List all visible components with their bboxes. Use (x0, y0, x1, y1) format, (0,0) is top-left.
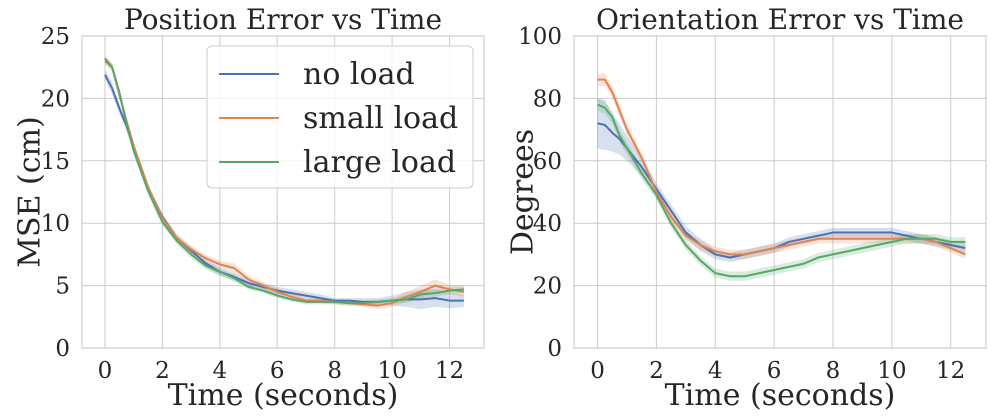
orientation-error-panel: 0 2 4 6 8 10 12 0 20 40 60 80 100 Orientation Error… (506, 3, 987, 413)
position-y-tick-label: 20 (41, 86, 70, 112)
orientation-y-tick-label: 40 (533, 211, 562, 237)
orientation-plot-frame (573, 35, 987, 349)
position-chart-title: Position Error vs Time (124, 3, 442, 36)
orientation-y-tick-label: 100 (518, 24, 562, 50)
position-x-tick-label: 12 (435, 358, 464, 384)
position-y-tick-label: 5 (55, 274, 70, 300)
position-x-tick-label: 2 (155, 358, 170, 384)
legend-frame (206, 45, 474, 189)
orientation-grid (574, 35, 986, 349)
legend-label-small-load: small load (303, 101, 458, 136)
orientation-y-tick-label: 20 (533, 274, 562, 300)
position-y-tick-label: 25 (41, 24, 70, 50)
position-y-axis-label: MSE (cm) (13, 116, 48, 267)
orientation-band-small-load (597, 73, 966, 260)
orientation-x-tick-label: 4 (708, 358, 723, 384)
position-x-tick-label: 10 (377, 358, 406, 384)
position-y-tick-label: 0 (55, 336, 70, 362)
position-error-panel: 0 2 4 6 8 10 12 0 5 10 15 20 25 Position Error vs T… (13, 3, 485, 413)
orientation-x-tick-label: 8 (826, 358, 841, 384)
orientation-x-tick-label: 12 (936, 358, 965, 384)
orientation-lines (597, 78, 966, 278)
orientation-x-tick-label: 6 (767, 358, 782, 384)
position-y-tick-label: 15 (41, 149, 70, 175)
orientation-y-ticks: 0 20 40 60 80 100 (518, 24, 562, 362)
orientation-x-axis-label: Time (seconds) (665, 378, 896, 413)
orientation-y-tick-label: 80 (533, 86, 562, 112)
position-x-tick-label: 4 (213, 358, 228, 384)
orientation-x-tick-label: 0 (590, 358, 605, 384)
orientation-x-tick-label: 2 (649, 358, 664, 384)
legend-label-large-load: large load (303, 145, 456, 180)
orientation-y-axis-label: Degrees (506, 129, 541, 255)
position-y-ticks: 0 5 10 15 20 25 (41, 24, 70, 362)
orientation-x-tick-label: 10 (877, 358, 906, 384)
orientation-y-tick-label: 60 (533, 149, 562, 175)
orientation-chart-title: Orientation Error vs Time (596, 3, 964, 36)
orientation-y-tick-label: 0 (547, 336, 562, 362)
legend: no load small load large load (206, 45, 474, 189)
position-lines (104, 57, 465, 307)
position-line-large-load (104, 57, 464, 305)
position-band-small-load (104, 57, 464, 310)
position-x-tick-label: 8 (327, 358, 342, 384)
position-x-axis-label: Time (seconds) (168, 378, 399, 413)
position-x-ticks: 0 2 4 6 8 10 12 (98, 358, 465, 384)
position-bands (104, 54, 464, 310)
orientation-x-ticks: 0 2 4 6 8 10 12 (590, 358, 965, 384)
position-plot-frame (81, 35, 485, 349)
position-x-tick-label: 6 (270, 358, 285, 384)
orientation-bands (597, 73, 966, 281)
position-y-tick-label: 10 (41, 211, 70, 237)
orientation-line-small-load (597, 78, 966, 256)
orientation-line-large-load (597, 103, 966, 278)
position-x-tick-label: 0 (98, 358, 113, 384)
legend-label-no-load: no load (303, 57, 415, 92)
